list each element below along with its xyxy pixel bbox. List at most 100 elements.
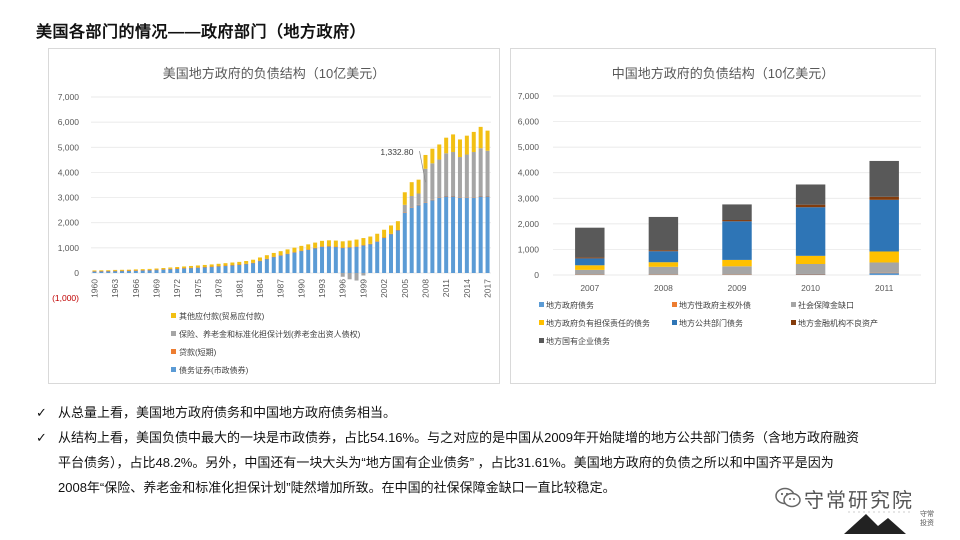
cn-legend-label: 社会保障金缺口	[798, 300, 854, 310]
us-legend-label: 其他应付款(贸易应付款)	[179, 311, 265, 321]
cn-bar-segment	[795, 184, 826, 205]
cn-x-tick-label: 2008	[654, 283, 673, 293]
us-x-tick-label: 1990	[296, 279, 306, 298]
us-bar-segment	[375, 241, 380, 273]
us-bar-segment	[99, 271, 104, 272]
us-bar-segment	[154, 268, 159, 270]
us-bar-segment	[299, 245, 304, 251]
us-bar-segment	[437, 197, 442, 273]
cn-bar-segment	[575, 258, 605, 266]
us-bar-segment	[485, 196, 490, 197]
us-bar-segment	[154, 269, 159, 273]
us-x-tick-label: 1972	[172, 279, 182, 298]
cn-bar-segment	[869, 262, 899, 273]
cn-bar-segment	[648, 251, 679, 263]
cn-legend-swatch	[539, 320, 544, 325]
us-bar-segment	[113, 270, 118, 273]
cn-bar-segment	[648, 274, 679, 275]
us-bar-segment	[202, 267, 207, 273]
us-bar-segment	[161, 269, 166, 270]
cn-bar-segment	[648, 274, 679, 275]
cn-chart-panel: 中国地方政府的负债结构（10亿美元） 7,000 6,000 5,000 4,000 3…	[510, 48, 936, 384]
watermark: 守常研究院 守常投资	[768, 482, 948, 538]
us-x-tick-label: 1960	[89, 279, 99, 298]
cn-y-tick-label: 2,000	[518, 219, 540, 229]
us-bar-segment	[161, 268, 166, 270]
us-bar-segment	[126, 269, 131, 271]
cn-bar-segment	[869, 272, 899, 275]
us-bar-segment	[375, 233, 380, 242]
cn-bar-segment	[648, 262, 679, 267]
us-bar-segment	[326, 246, 331, 247]
cn-legend-swatch	[791, 320, 796, 325]
cn-legend-label: 地方性政府主权外债	[679, 300, 751, 310]
us-bar-segment	[271, 256, 276, 258]
us-bar-segment	[471, 152, 476, 198]
us-bar-segment	[430, 148, 435, 164]
bullet-list: ✓ 从总量上看，美国地方政府债务和中国地方政府债务相当。 ✓ 从结构上看，美国负…	[36, 400, 936, 500]
us-y-tick-label: 1,000	[58, 243, 80, 253]
us-bar-segment	[257, 257, 262, 261]
cn-bar-segment	[575, 269, 605, 275]
us-bar-segment	[278, 255, 283, 256]
us-bar-segment	[320, 246, 325, 273]
cn-bar-segment	[795, 273, 826, 275]
us-bar-segment	[264, 258, 269, 273]
us-bar-segment	[216, 263, 221, 267]
us-bar-segment	[485, 196, 490, 273]
cn-y-tick-label: 6,000	[518, 117, 540, 127]
us-bar-segment	[416, 179, 421, 194]
us-bar-segment	[368, 244, 373, 273]
us-bar-segment	[120, 270, 125, 272]
us-bar-segment	[264, 255, 269, 259]
us-bar-segment	[354, 273, 359, 281]
us-bar-segment	[175, 266, 180, 269]
us-x-tick-label: 2014	[462, 279, 472, 298]
us-y-tick-label: (1,000)	[52, 293, 79, 303]
us-bar-segment	[333, 246, 338, 273]
us-bar-segment	[478, 148, 483, 197]
us-bar-segment	[271, 252, 276, 257]
us-bar-segment	[223, 263, 228, 266]
us-bar-segment	[189, 267, 193, 269]
cn-y-tick-label: 7,000	[518, 91, 540, 101]
us-bar-segment	[457, 197, 462, 198]
us-bar-segment	[292, 247, 297, 253]
us-bar-segment	[347, 240, 352, 248]
us-bar-segment	[168, 268, 173, 270]
cn-bar-segment	[722, 274, 752, 275]
us-bar-segment	[347, 247, 352, 248]
cn-legend-swatch	[672, 302, 677, 307]
us-bar-segment	[409, 207, 414, 273]
us-bar-segment	[106, 270, 111, 271]
us-bar-segment	[478, 196, 483, 273]
us-bar-segment	[299, 250, 304, 273]
us-bar-segment	[444, 196, 449, 273]
us-bar-segment	[133, 269, 138, 271]
us-bar-segment	[313, 242, 318, 248]
us-bar-segment	[361, 245, 366, 246]
us-bar-segment	[175, 268, 180, 269]
us-bar-segment	[147, 269, 152, 273]
us-bar-segment	[195, 267, 200, 268]
slide-title: 美国各部门的情况——政府部门（地方政府）	[36, 24, 367, 41]
cn-bar-segment	[575, 227, 605, 258]
us-legend-swatch	[171, 349, 176, 354]
us-bar-segment	[195, 267, 200, 273]
cn-bar-segment	[795, 255, 826, 264]
us-bar-segment	[182, 266, 187, 269]
us-bar-segment	[347, 247, 352, 273]
cn-legend-swatch	[672, 320, 677, 325]
us-bar-segment	[395, 229, 400, 231]
us-bar-segment	[464, 197, 469, 273]
us-bar-segment	[306, 249, 311, 273]
us-bar-segment	[92, 271, 97, 272]
us-bar-segment	[230, 262, 235, 266]
us-bar-segment	[382, 229, 387, 238]
us-bar-segment	[140, 269, 145, 271]
us-bar-segment	[361, 238, 366, 246]
us-bar-segment	[161, 269, 166, 273]
us-y-tick-label: 0	[74, 268, 79, 278]
cn-bar-segment	[648, 250, 679, 252]
us-bar-segment	[257, 260, 262, 262]
